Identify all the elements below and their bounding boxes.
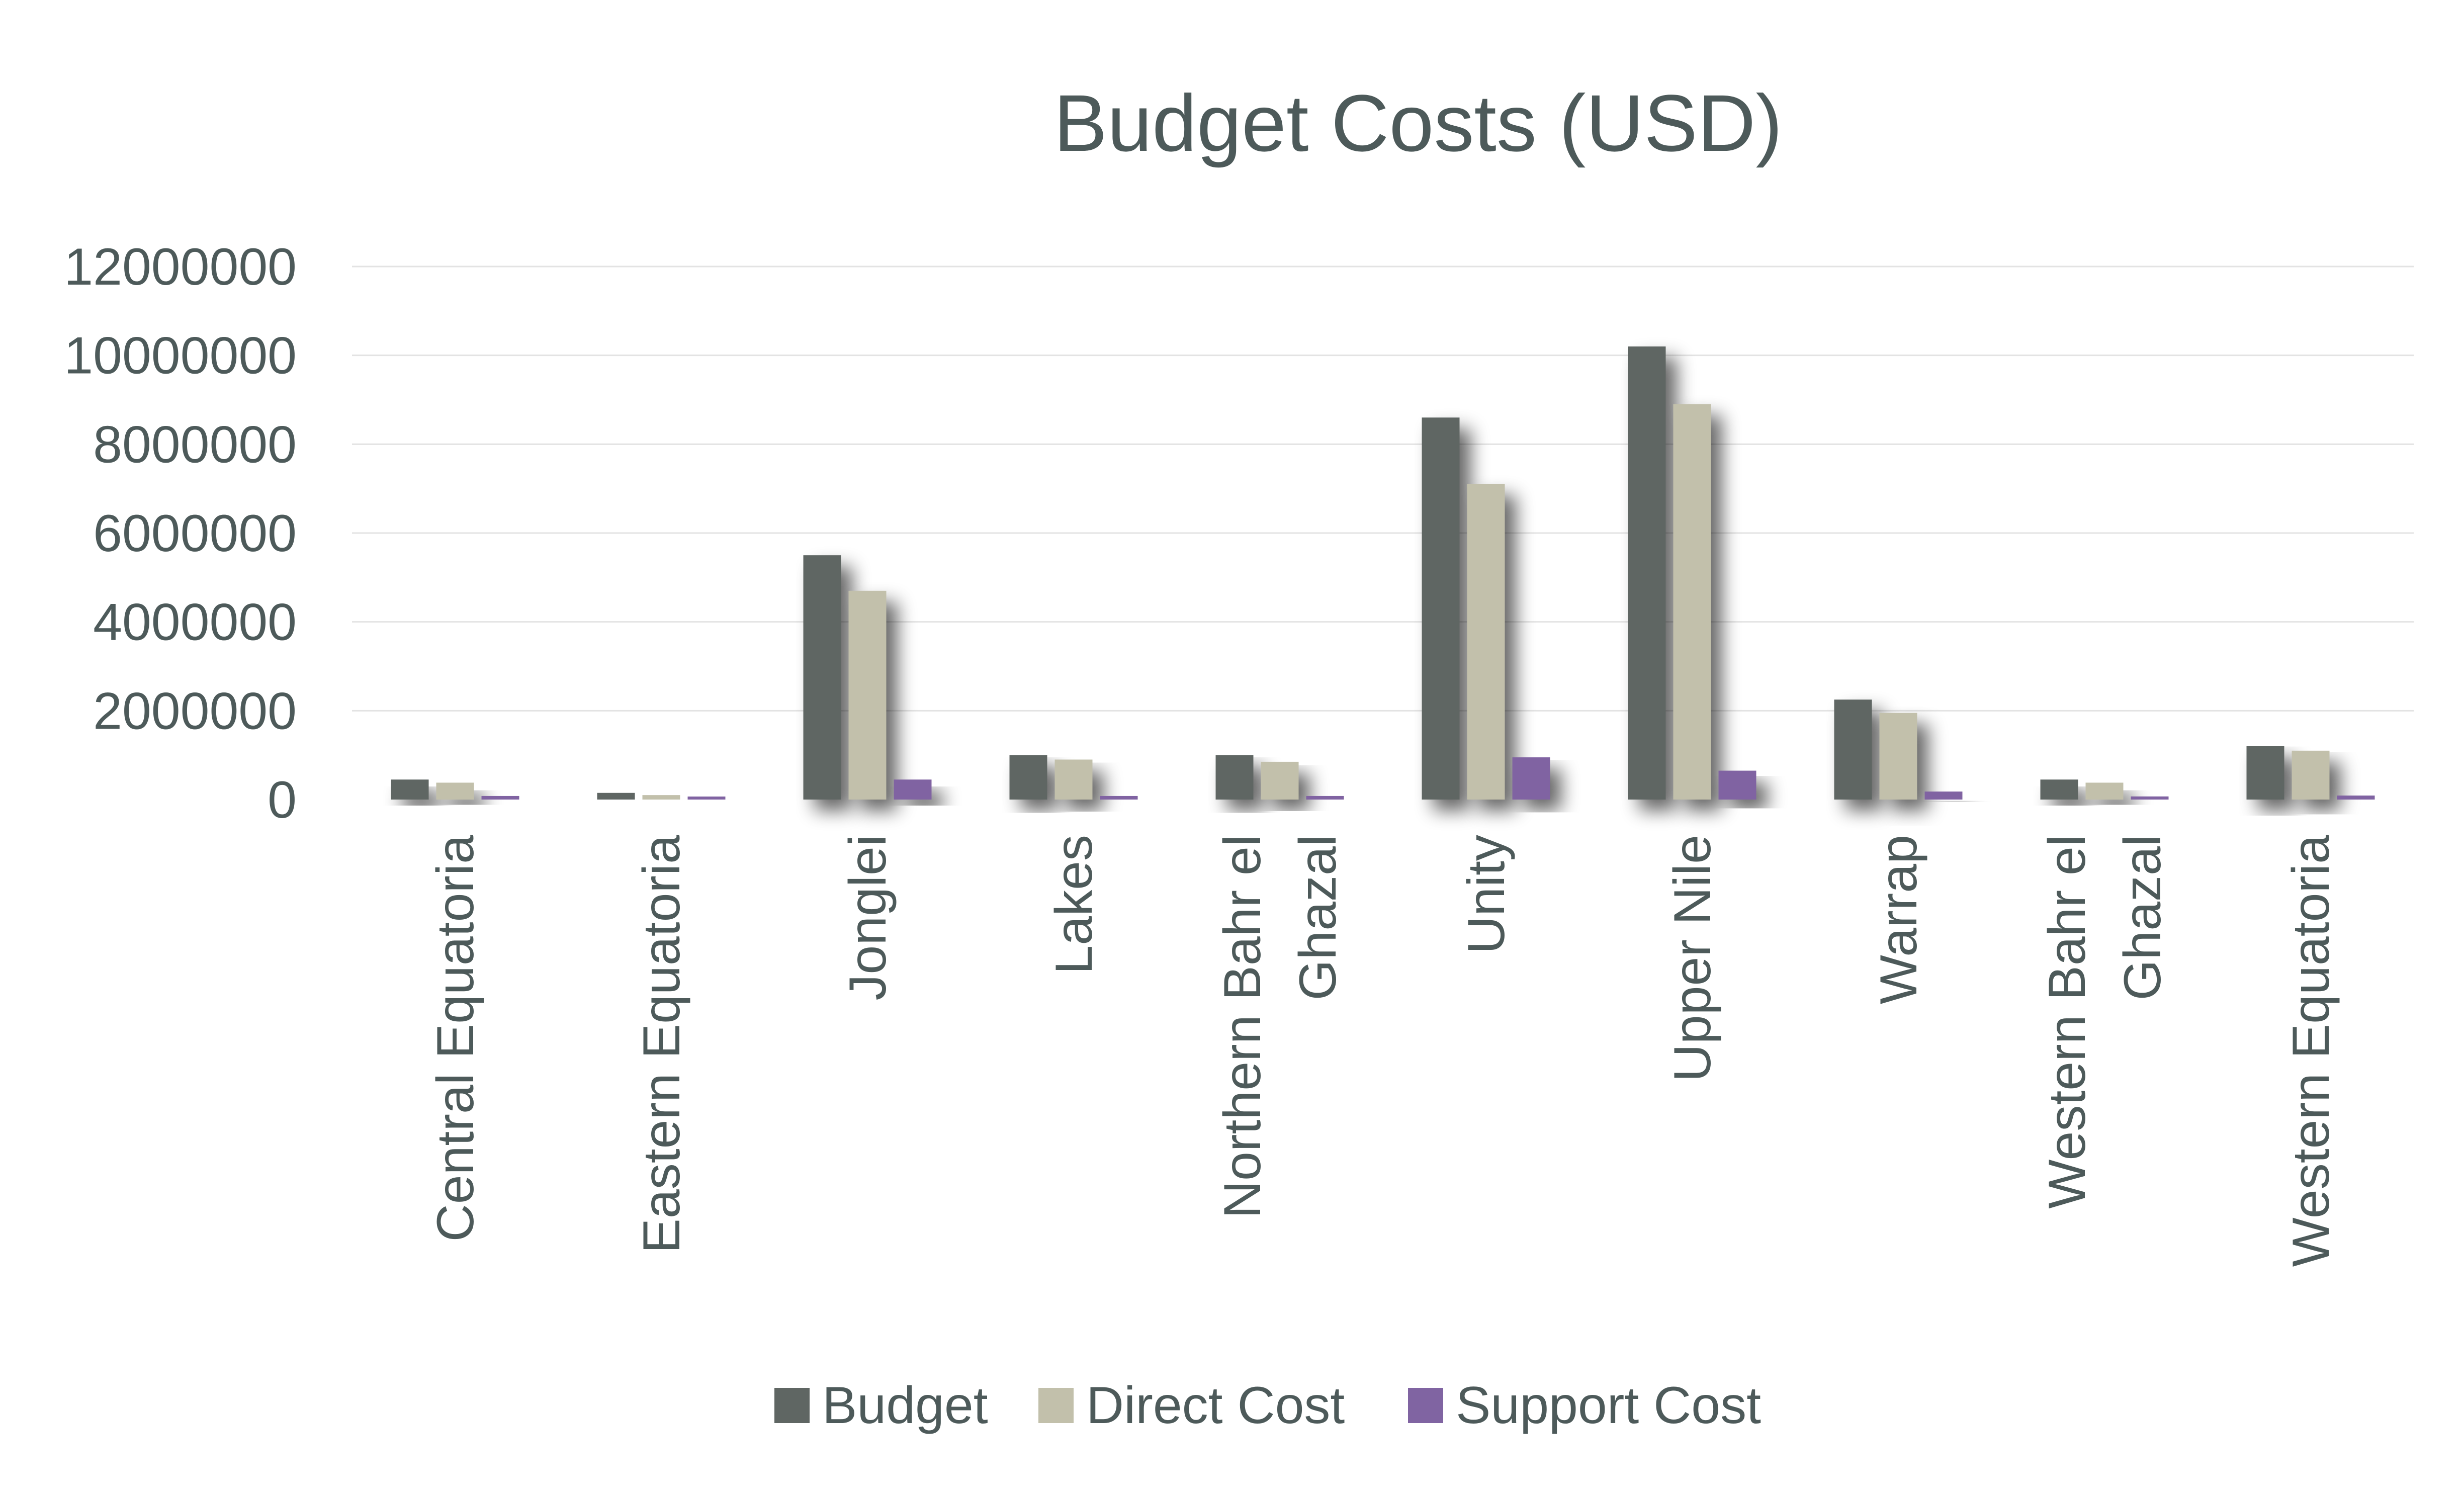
legend-label: Support Cost	[1456, 1376, 1761, 1435]
bar-support-cost	[481, 796, 519, 800]
bar-direct-cost	[848, 590, 887, 800]
y-tick-label: 0	[268, 771, 297, 829]
x-tick-label: Unity	[1457, 835, 1516, 954]
bar-budget	[1215, 755, 1254, 800]
bar-support-cost	[1718, 770, 1756, 800]
bar-direct-cost	[1879, 713, 1917, 800]
bar-budget	[1834, 699, 1872, 800]
legend-swatch	[1038, 1388, 1074, 1423]
y-tick-label: 6000000	[93, 504, 297, 563]
bar-direct-cost	[642, 795, 680, 800]
y-tick-label: 2000000	[93, 682, 297, 740]
x-tick-label: Western Equatoria	[2282, 835, 2340, 1267]
x-tick-label: Ghazal	[2114, 835, 2172, 1001]
y-axis-tick-labels: 0 2000000 4000000 6000000 8000000 10000000 120…	[64, 238, 297, 829]
y-tick-label: 10000000	[64, 327, 297, 385]
bar-budget	[597, 793, 635, 800]
bar-support-cost	[894, 779, 932, 800]
bar-support-cost	[1306, 796, 1344, 800]
bar-support-cost	[2131, 796, 2169, 800]
x-tick-label: Warrap	[1870, 835, 1928, 1004]
bar-support-cost	[1100, 796, 1138, 800]
bar-direct-cost	[1054, 759, 1093, 800]
bar-direct-cost	[2085, 782, 2124, 800]
legend-label: Budget	[822, 1376, 988, 1435]
bar-direct-cost	[2292, 750, 2330, 800]
legend: Budget Direct Cost Support Cost	[774, 1376, 1761, 1435]
x-tick-label: Ghazal	[1289, 835, 1347, 1001]
gridlines	[352, 266, 2414, 712]
bars	[391, 346, 2375, 800]
bar-budget	[2040, 779, 2078, 800]
x-tick-label: Upper Nile	[1663, 835, 1722, 1082]
bar-direct-cost	[436, 782, 474, 800]
x-tick-label: Central Equatoria	[426, 835, 485, 1242]
y-tick-label: 4000000	[93, 593, 297, 652]
bar-support-cost	[2337, 796, 2375, 800]
legend-swatch	[774, 1388, 810, 1423]
x-tick-label: Western Bahr el	[2038, 835, 2096, 1209]
bar-budget	[803, 555, 841, 800]
bar-budget	[1628, 346, 1666, 800]
bar-direct-cost	[1467, 484, 1505, 800]
bar-direct-cost	[1673, 404, 1711, 800]
bar-budget	[2246, 746, 2284, 800]
x-tick-label: Eastern Equatoria	[633, 835, 691, 1254]
legend-label: Direct Cost	[1086, 1376, 1345, 1435]
x-tick-label: Northern Bahr el	[1213, 835, 1272, 1218]
bar-support-cost	[1512, 757, 1550, 800]
bar-budget	[1009, 755, 1047, 800]
y-tick-label: 8000000	[93, 415, 297, 474]
bar-direct-cost	[1261, 761, 1299, 800]
bar-support-cost	[1924, 791, 1963, 800]
legend-swatch	[1408, 1388, 1443, 1423]
chart-title: Budget Costs (USD)	[1053, 78, 1782, 168]
bar-budget	[1422, 417, 1460, 800]
x-tick-label: Jonglei	[839, 835, 897, 1001]
x-axis-tick-labels: Central Equatoria Eastern Equatoria Jongle…	[426, 835, 2340, 1267]
bar-budget	[391, 779, 429, 800]
y-tick-label: 12000000	[64, 238, 297, 296]
x-tick-label: Lakes	[1045, 835, 1103, 975]
bar-support-cost	[687, 797, 726, 800]
